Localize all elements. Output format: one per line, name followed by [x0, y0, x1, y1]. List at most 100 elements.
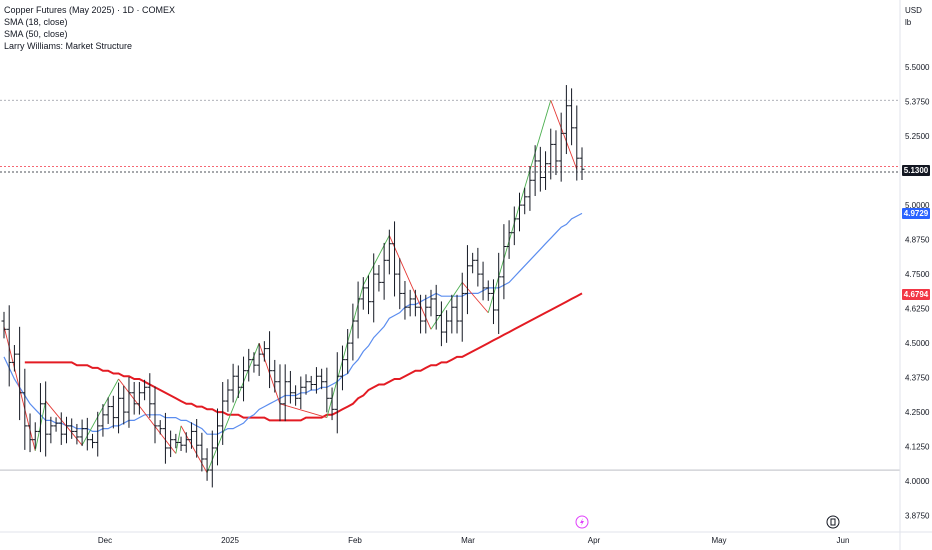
ohlc-bar: [543, 151, 549, 190]
ohlc-bar: [522, 187, 528, 215]
sma-50-line: [24, 292, 583, 422]
ohlc-bar: [282, 364, 288, 422]
ohlc-bar: [256, 343, 262, 376]
structure-segment: [362, 235, 390, 286]
ohlc-bar: [454, 294, 460, 334]
ohlc-bar: [407, 289, 413, 317]
ohlc-bar: [230, 363, 236, 403]
ohlc-bar: [152, 386, 158, 444]
sma-18-path: [3, 212, 583, 435]
ohlc-bar: [423, 294, 429, 334]
ohlc-bar: [11, 345, 17, 372]
y-tick-label: 4.5000: [905, 339, 930, 348]
ohlc-bar: [32, 422, 38, 449]
ohlc-bar: [537, 146, 543, 192]
ohlc-bar: [444, 310, 450, 343]
x-tick-label: Feb: [348, 536, 362, 545]
ohlc-bar: [37, 383, 43, 453]
ohlc-bar: [277, 364, 283, 422]
sma-slow-label[interactable]: SMA (50, close): [4, 29, 68, 39]
y-tick-label: 5.2500: [905, 132, 930, 141]
ohlc-bar: [511, 206, 517, 246]
reference-lines: [0, 99, 900, 471]
ohlc-bar: [22, 368, 28, 450]
x-tick-label: Dec: [98, 536, 112, 545]
structure-segment: [175, 425, 182, 454]
sma-50-path: [24, 292, 583, 422]
ohlc-bar: [563, 85, 569, 155]
ohlc-bar: [569, 88, 575, 146]
ohlc-bar: [188, 422, 194, 449]
ohlc-bar: [438, 301, 444, 347]
ohlc-bar: [360, 277, 366, 310]
y-tick-label: 5.5000: [905, 63, 930, 72]
ohlc-bar: [74, 423, 80, 445]
ohlc-bar: [183, 432, 189, 453]
ohlc-bar: [79, 419, 85, 447]
ohlc-bar: [412, 289, 418, 317]
ohlc-bar: [204, 448, 210, 481]
structure-segment: [45, 400, 83, 446]
ohlc-bar: [517, 192, 523, 232]
ohlc-bar: [110, 395, 116, 429]
ohlc-bar: [496, 252, 502, 334]
ohlc-bar: [69, 418, 75, 439]
ohlc-bar: [480, 261, 486, 301]
ohlc-bar: [246, 348, 252, 382]
ohlc-bar: [386, 229, 392, 275]
structure-segment: [180, 425, 208, 474]
ohlc-bar: [58, 412, 64, 445]
sma-fast-label[interactable]: SMA (18, close): [4, 17, 68, 27]
ohlc-bar: [329, 387, 335, 421]
ohlc-bar: [136, 382, 142, 415]
event-icons[interactable]: [575, 515, 840, 529]
lightning-icon[interactable]: [575, 515, 589, 529]
ohlc-bar: [397, 258, 403, 310]
ohlc-bar: [1, 311, 7, 339]
axis-unit[interactable]: USD lb: [901, 4, 932, 38]
ohlc-bar: [402, 281, 408, 320]
market-structure-lines: [3, 100, 578, 474]
ohlc-bar: [90, 433, 96, 449]
y-tick-label: 4.7500: [905, 270, 930, 279]
dividend-icon[interactable]: [826, 515, 840, 529]
ohlc-bar: [485, 280, 491, 301]
structure-segment: [279, 403, 327, 419]
indicator-label[interactable]: Larry Williams: Market Structure: [4, 41, 133, 51]
ohlc-bar: [261, 341, 267, 362]
ohlc-bar: [298, 376, 304, 410]
ohlc-bar: [214, 408, 220, 466]
ohlc-bar: [100, 404, 106, 437]
structure-segment: [206, 342, 260, 473]
x-tick-label: May: [711, 536, 726, 545]
ohlc-bar: [506, 220, 512, 259]
ohlc-bar: [168, 430, 174, 458]
ohlc-bar: [194, 418, 200, 458]
y-tick-label: 5.3750: [905, 98, 930, 107]
ohlc-bar: [241, 356, 247, 402]
ohlc-bar: [334, 352, 340, 434]
sma-18-value-tag: 4.9729: [902, 208, 930, 219]
ohlc-bars: [1, 85, 585, 488]
symbol-title[interactable]: Copper Futures (May 2025) · 1D · COMEX: [4, 5, 176, 15]
y-tick-label: 5.0000: [905, 201, 930, 210]
y-tick-label: 4.6250: [905, 305, 930, 314]
ohlc-bar: [267, 331, 273, 389]
structure-segment: [461, 282, 489, 314]
y-tick-label: 4.8750: [905, 236, 930, 245]
x-tick-label: 2025: [221, 536, 239, 545]
ohlc-bar: [131, 382, 137, 415]
ohlc-bar: [319, 368, 325, 390]
ohlc-bar: [121, 385, 127, 425]
ohlc-bar: [199, 432, 205, 472]
ohlc-bar: [303, 374, 309, 395]
ohlc-bar: [418, 294, 424, 334]
time-axis[interactable]: Dec 2025 Feb Mar Apr May Jun: [98, 536, 850, 545]
ohlc-bar: [433, 284, 439, 330]
sma-50-value-tag: 4.6794: [902, 289, 930, 300]
x-tick-label: Jun: [837, 536, 850, 545]
ohlc-bar: [162, 412, 168, 464]
ohlc-bar: [48, 416, 54, 444]
